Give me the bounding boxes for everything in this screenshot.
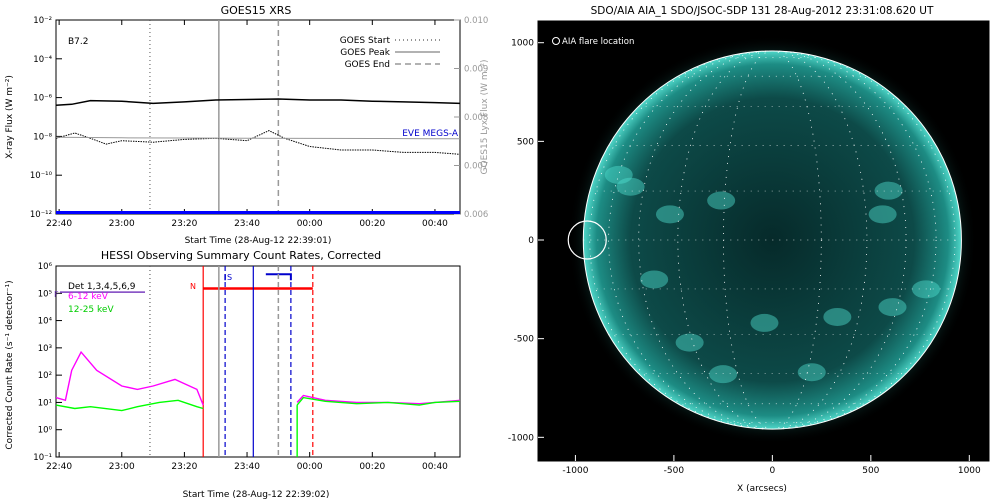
aia-active-region bbox=[911, 280, 940, 299]
aia-active-region bbox=[709, 365, 738, 384]
goes-frame bbox=[55, 19, 461, 215]
aia-grid-longitude bbox=[589, 50, 956, 430]
goes-y-tick-label: 10⁻² bbox=[33, 16, 52, 26]
goes-y-tick-label: 10⁻⁴ bbox=[33, 55, 52, 65]
aia-x-tick-label: 0 bbox=[769, 466, 775, 476]
aia-grid-longitude bbox=[638, 50, 907, 430]
aia-frame bbox=[537, 20, 990, 462]
aia-y-tick-label: -1000 bbox=[508, 433, 534, 443]
goes-x-tick-label: 23:40 bbox=[234, 219, 260, 229]
goes-legend-peak: GOES Peak bbox=[340, 48, 390, 58]
aia-active-region bbox=[655, 205, 684, 224]
hessi-y-tick-label: 10³ bbox=[38, 344, 52, 354]
hessi-saa-label: S bbox=[227, 273, 232, 282]
hessi-x-tick-label: 00:00 bbox=[297, 462, 323, 472]
hessi-x-tick-label: 23:20 bbox=[171, 462, 197, 472]
aia-y-tick-label: -500 bbox=[514, 335, 535, 345]
goes-x-tick-label: 23:00 bbox=[109, 219, 135, 229]
aia-grid-longitude bbox=[723, 50, 822, 430]
aia-x-tick-label: -1000 bbox=[562, 466, 588, 476]
aia-xlabel: X (arcsecs) bbox=[737, 484, 787, 494]
hessi-y-tick-label: 10¹ bbox=[38, 398, 52, 408]
goes-y2-tick-label: 0.010 bbox=[464, 16, 488, 26]
hessi-y-tick-label: 10⁴ bbox=[38, 317, 53, 327]
hessi-xlabel: Start Time (28-Aug-12 22:39:02) bbox=[183, 490, 330, 500]
hessi-y-tick-label: 10² bbox=[38, 371, 52, 381]
aia-y-tick-label: 0 bbox=[528, 236, 534, 246]
goes-xrs-chart: GOES15 XRS 22:40 23:00 23:20 23:40 00:00 00:2… bbox=[5, 4, 490, 246]
hessi-x-tick-label: 23:00 bbox=[109, 462, 135, 472]
aia-x-tick-label: 500 bbox=[862, 466, 879, 476]
goes-plot-area: 22:40 23:00 23:20 23:40 00:00 00:20 00:40 10⁻² 1… bbox=[30, 16, 488, 229]
aia-active-region bbox=[878, 298, 907, 317]
hessi-night-label: N bbox=[190, 282, 196, 291]
hessi-legend-flag: F bbox=[54, 290, 59, 299]
hessi-title: HESSI Observing Summary Count Rates, Cor… bbox=[101, 249, 381, 262]
goes-title: GOES15 XRS bbox=[221, 4, 292, 17]
goes-x-tick-label: 00:20 bbox=[359, 219, 385, 229]
goes-x-tick-label: 22:40 bbox=[46, 219, 72, 229]
goes-x-tick-label: 00:00 bbox=[297, 219, 323, 229]
aia-active-region bbox=[874, 181, 903, 200]
aia-title: SDO/AIA AIA_1 SDO/JSOC-SDP 131 28-Aug-20… bbox=[591, 5, 934, 17]
goes-legend-start: GOES Start bbox=[340, 36, 391, 46]
aia-flare-location-circle bbox=[567, 220, 607, 260]
goes-legend: GOES Start GOES Peak GOES End bbox=[340, 36, 440, 70]
goes-long-channel-line bbox=[55, 98, 461, 107]
aia-active-region bbox=[797, 363, 826, 382]
goes-lyman-alpha-line bbox=[55, 136, 461, 140]
aia-x-tick-label: 1000 bbox=[958, 466, 981, 476]
aia-y-tick-label: 1000 bbox=[511, 39, 534, 49]
hessi-12-25-kev-line bbox=[55, 399, 204, 412]
hessi-y-tick-label: 10⁻¹ bbox=[33, 453, 52, 463]
hessi-y-tick-label: 10⁵ bbox=[38, 289, 52, 299]
hessi-x-tick-label: 00:20 bbox=[359, 462, 385, 472]
hessi-legend-12-25: 12-25 keV bbox=[68, 305, 114, 315]
goes-y-tick-label: 10⁻⁶ bbox=[33, 94, 52, 104]
hessi-y-tick-label: 10⁶ bbox=[38, 262, 53, 272]
goes-y-tick-label: 10⁻⁸ bbox=[33, 132, 52, 142]
goes-y2label: GOES15 Lyx Flux (W m⁻²) bbox=[480, 60, 490, 175]
hessi-frame bbox=[55, 265, 461, 458]
aia-image bbox=[567, 35, 977, 445]
goes-y-tick-label: 10⁻¹⁰ bbox=[30, 171, 53, 181]
aia-active-region bbox=[604, 165, 633, 184]
aia-active-region bbox=[640, 270, 669, 289]
hessi-y-tick-label: 10⁰ bbox=[38, 426, 53, 436]
goes-y2-tick-label: 0.006 bbox=[464, 210, 488, 220]
aia-active-region bbox=[868, 205, 897, 224]
goes-ylabel: X-ray Flux (W m⁻²) bbox=[5, 75, 15, 159]
goes-x-tick-label: 23:20 bbox=[171, 219, 197, 229]
aia-active-region bbox=[616, 177, 645, 196]
aia-active-region bbox=[707, 191, 736, 210]
aia-active-region bbox=[675, 333, 704, 352]
goes-short-channel-line bbox=[55, 130, 461, 155]
hessi-plot-area: 22:40 23:00 23:20 23:40 00:00 00:20 00:40 10⁶ 10… bbox=[33, 262, 461, 472]
hessi-x-tick-label: 23:40 bbox=[234, 462, 260, 472]
goes-y2-tick-label: 0.008 bbox=[464, 113, 488, 123]
goes-y2-tick-label: 0.009 bbox=[464, 65, 488, 75]
hessi-ylabel: Corrected Count Rate (s⁻¹ detector⁻¹) bbox=[5, 280, 15, 449]
hessi-12-25-kev-post-line bbox=[296, 396, 461, 406]
goes-annotation: B7.2 bbox=[68, 37, 89, 47]
aia-active-region bbox=[750, 313, 779, 332]
goes-x-tick-label: 00:40 bbox=[422, 219, 448, 229]
hessi-x-tick-label: 00:40 bbox=[422, 462, 448, 472]
hessi-legend-title: Det 1,3,4,5,6,9 bbox=[68, 282, 136, 292]
hessi-6-12-kev-line bbox=[55, 350, 204, 406]
aia-active-region bbox=[823, 307, 852, 326]
aia-y-tick-label: 500 bbox=[517, 137, 534, 147]
goes-legend-end: GOES End bbox=[345, 60, 390, 70]
goes-eve-label: EVE MEGS-A bbox=[402, 129, 459, 139]
goes-y2-tick-label: 0.007 bbox=[464, 162, 488, 172]
hessi-x-tick-label: 22:40 bbox=[46, 462, 72, 472]
aia-x-tick-label: -500 bbox=[664, 466, 685, 476]
aia-legend-circle-icon bbox=[552, 37, 560, 45]
aia-image-panel: SDO/AIA AIA_1 SDO/JSOC-SDP 131 28-Aug-20… bbox=[508, 5, 990, 494]
goes-xlabel: Start Time (28-Aug-12 22:39:01) bbox=[185, 236, 332, 246]
aia-legend: AIA flare location bbox=[562, 37, 634, 47]
hessi-chart: HESSI Observing Summary Count Rates, Cor… bbox=[5, 249, 461, 500]
goes-y-tick-label: 10⁻¹² bbox=[30, 210, 52, 220]
hessi-legend-6-12: 6-12 keV bbox=[68, 292, 109, 302]
